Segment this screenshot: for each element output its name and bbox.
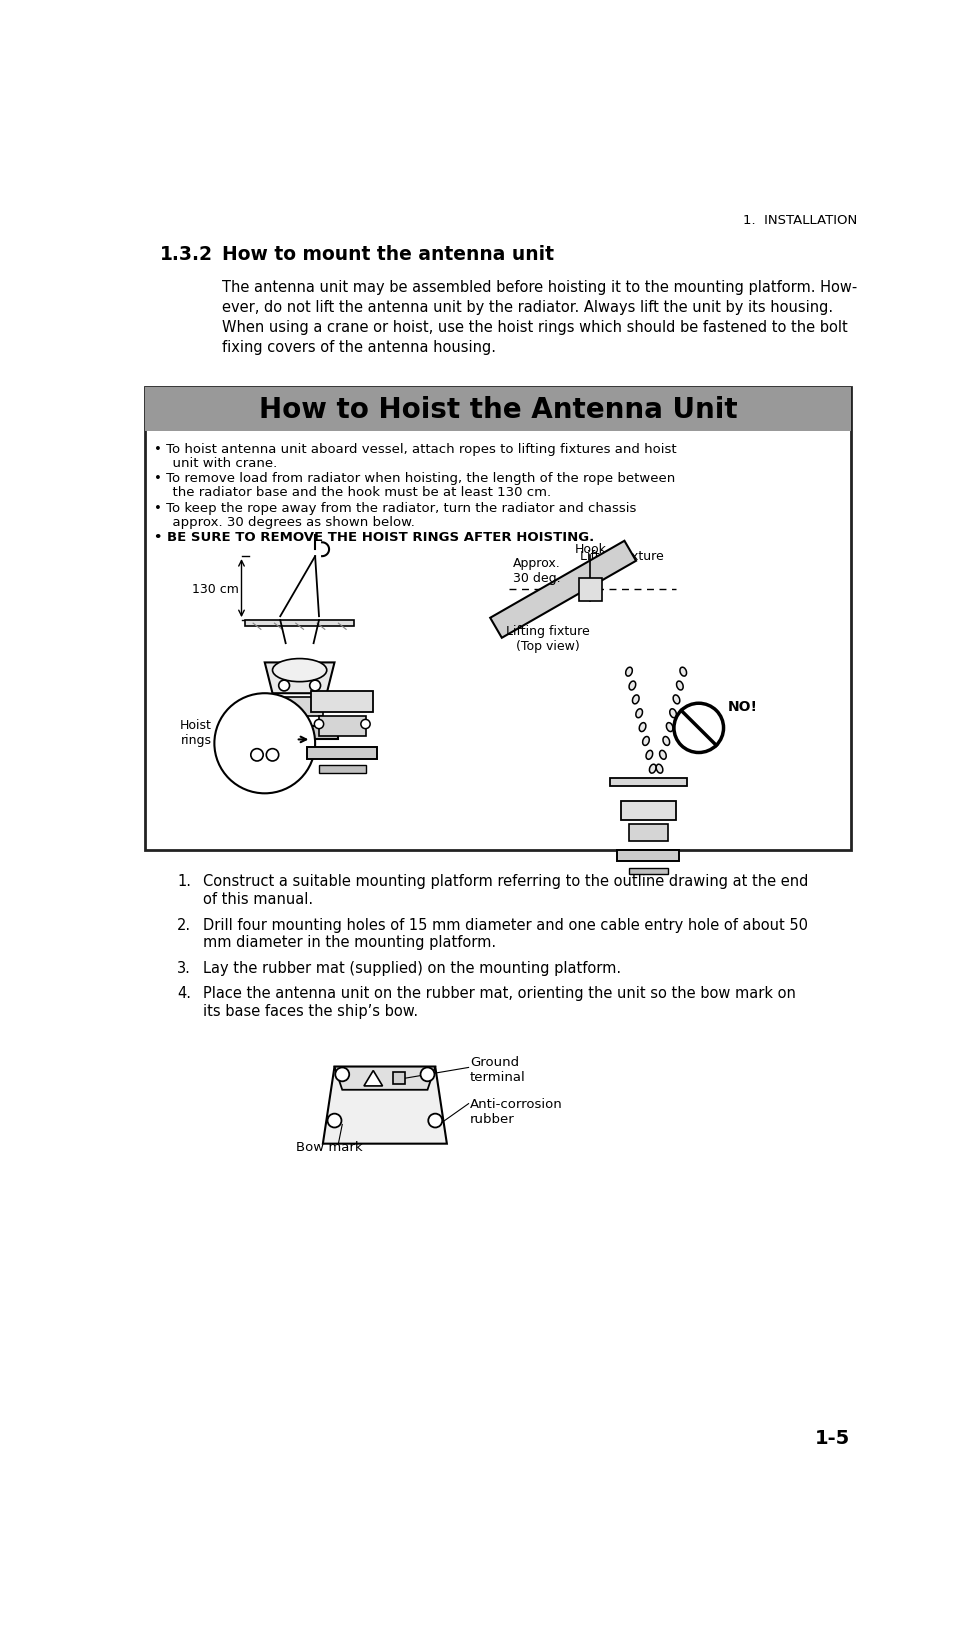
Bar <box>145 387 852 851</box>
Text: Lifting fixture
(Top view): Lifting fixture (Top view) <box>506 624 589 652</box>
Text: How to mount the antenna unit: How to mount the antenna unit <box>222 244 554 264</box>
Circle shape <box>279 680 289 692</box>
Bar <box>392 1072 405 1085</box>
Ellipse shape <box>636 710 643 718</box>
Text: Ground
terminal: Ground terminal <box>470 1056 526 1083</box>
Circle shape <box>266 749 279 762</box>
Ellipse shape <box>663 738 670 746</box>
Bar <box>319 716 365 736</box>
Text: • To remove load from radiator when hoisting, the length of the rope between: • To remove load from radiator when hois… <box>154 472 675 485</box>
Bar <box>312 692 373 713</box>
Text: Bow mark: Bow mark <box>296 1141 362 1154</box>
Bar <box>277 698 323 716</box>
Ellipse shape <box>666 723 673 733</box>
Text: 4.: 4. <box>177 985 191 1000</box>
Text: unit with crane.: unit with crane. <box>164 457 278 470</box>
Text: Anti-corrosion
rubber: Anti-corrosion rubber <box>470 1098 563 1126</box>
Text: NO!: NO! <box>727 700 757 715</box>
Ellipse shape <box>639 723 646 733</box>
Text: Place the antenna unit on the rubber mat, orienting the unit so the bow mark on: Place the antenna unit on the rubber mat… <box>203 985 795 1000</box>
Text: 1.3.2: 1.3.2 <box>160 244 213 264</box>
Circle shape <box>310 680 320 692</box>
Ellipse shape <box>650 765 656 774</box>
Bar <box>610 779 687 787</box>
Polygon shape <box>364 1070 383 1087</box>
Text: Lifting fixture: Lifting fixture <box>580 551 664 562</box>
Text: Lay the rubber mat (supplied) on the mounting platform.: Lay the rubber mat (supplied) on the mou… <box>203 960 620 975</box>
Bar <box>267 747 278 756</box>
Text: 1-5: 1-5 <box>815 1428 850 1447</box>
Bar <box>246 621 353 626</box>
Bar <box>579 579 602 602</box>
Text: Drill four mounting holes of 15 mm diameter and one cable entry hole of about 50: Drill four mounting holes of 15 mm diame… <box>203 916 808 933</box>
Ellipse shape <box>673 695 680 705</box>
Text: When using a crane or hoist, use the hoist rings which should be fastened to the: When using a crane or hoist, use the hoi… <box>222 320 848 334</box>
Circle shape <box>674 703 723 752</box>
Circle shape <box>315 720 323 729</box>
Ellipse shape <box>273 659 327 682</box>
Text: 1.  INSTALLATION: 1. INSTALLATION <box>744 213 857 226</box>
Circle shape <box>251 749 263 762</box>
Ellipse shape <box>632 695 639 705</box>
Text: Hoist
rings: Hoist rings <box>181 718 212 746</box>
Circle shape <box>215 693 316 793</box>
Bar <box>145 387 852 433</box>
Ellipse shape <box>643 738 650 746</box>
Ellipse shape <box>656 765 663 774</box>
Text: • To keep the rope away from the radiator, turn the radiator and chassis: • To keep the rope away from the radiato… <box>154 502 636 515</box>
Text: its base faces the ship’s bow.: its base faces the ship’s bow. <box>203 1003 418 1018</box>
Text: The antenna unit may be assembled before hoisting it to the mounting platform. H: The antenna unit may be assembled before… <box>222 280 857 295</box>
Circle shape <box>335 1067 350 1082</box>
Ellipse shape <box>659 751 666 760</box>
Text: of this manual.: of this manual. <box>203 892 313 906</box>
Text: Approx.
30 deg.: Approx. 30 deg. <box>513 557 560 585</box>
Text: ever, do not lift the antenna unit by the radiator. Always lift the unit by its : ever, do not lift the antenna unit by th… <box>222 300 833 315</box>
Text: 3.: 3. <box>178 960 191 975</box>
Ellipse shape <box>646 751 653 760</box>
Bar <box>261 726 338 739</box>
Text: fixing covers of the antenna housing.: fixing covers of the antenna housing. <box>222 339 496 354</box>
Ellipse shape <box>625 667 632 677</box>
Bar <box>629 824 668 841</box>
Text: 130 cm: 130 cm <box>192 582 239 595</box>
Polygon shape <box>490 541 636 638</box>
Polygon shape <box>334 1067 435 1090</box>
Text: 1.: 1. <box>177 874 191 888</box>
Ellipse shape <box>677 682 684 690</box>
Bar <box>319 765 365 774</box>
Polygon shape <box>265 664 334 693</box>
Ellipse shape <box>670 710 677 718</box>
Bar <box>621 801 676 821</box>
Circle shape <box>361 720 370 729</box>
Text: approx. 30 degrees as shown below.: approx. 30 degrees as shown below. <box>164 515 415 528</box>
Text: • BE SURE TO REMOVE THE HOIST RINGS AFTER HOISTING.: • BE SURE TO REMOVE THE HOIST RINGS AFTE… <box>154 531 594 544</box>
Circle shape <box>327 1115 342 1128</box>
Bar <box>321 747 332 756</box>
Text: mm diameter in the mounting platform.: mm diameter in the mounting platform. <box>203 934 496 949</box>
Ellipse shape <box>680 667 686 677</box>
Text: How to Hoist the Antenna Unit: How to Hoist the Antenna Unit <box>258 397 737 425</box>
Ellipse shape <box>629 682 636 690</box>
Bar <box>618 851 680 862</box>
Text: • To hoist antenna unit aboard vessel, attach ropes to lifting fixtures and hois: • To hoist antenna unit aboard vessel, a… <box>154 443 677 456</box>
Circle shape <box>420 1067 434 1082</box>
Polygon shape <box>323 1067 447 1144</box>
Bar <box>308 747 377 759</box>
Text: the radiator base and the hook must be at least 130 cm.: the radiator base and the hook must be a… <box>164 487 552 498</box>
Text: Construct a suitable mounting platform referring to the outline drawing at the e: Construct a suitable mounting platform r… <box>203 874 808 888</box>
Circle shape <box>428 1115 442 1128</box>
Bar <box>629 869 668 875</box>
Text: 2.: 2. <box>177 916 191 933</box>
Text: Hook: Hook <box>574 543 606 556</box>
